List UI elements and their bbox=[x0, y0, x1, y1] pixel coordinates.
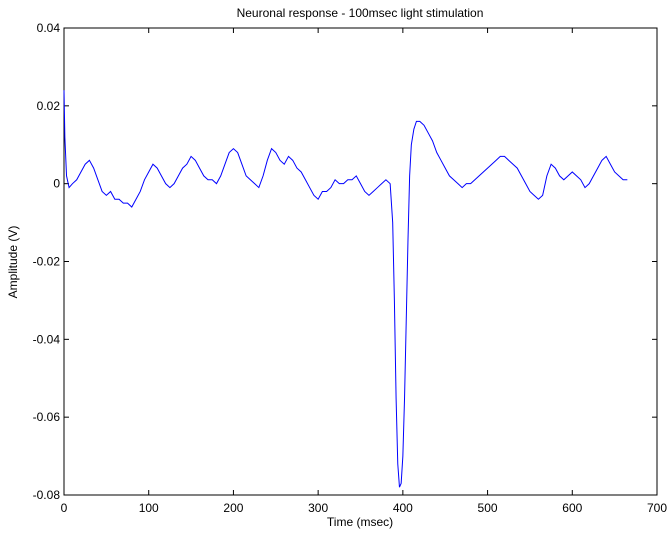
y-tick-label: -0.04 bbox=[33, 332, 61, 346]
x-tick-label: 500 bbox=[478, 501, 498, 515]
y-tick-labels: -0.08 -0.06 -0.04 -0.02 0 0.02 0.04 bbox=[33, 21, 61, 502]
signal-line bbox=[63, 90, 628, 488]
x-tick-label: 600 bbox=[562, 501, 582, 515]
x-axis-label: Time (msec) bbox=[327, 515, 393, 529]
y-tick-label: -0.02 bbox=[33, 255, 61, 269]
x-tick-label: 0 bbox=[61, 501, 68, 515]
x-tick-label: 700 bbox=[647, 501, 667, 515]
y-tick-label: -0.06 bbox=[33, 410, 61, 424]
y-tick-label: -0.08 bbox=[33, 488, 61, 502]
y-tick-label: 0.02 bbox=[37, 99, 61, 113]
x-tick-labels: 0 100 200 300 400 500 600 700 bbox=[61, 501, 668, 515]
y-tick-label: 0 bbox=[53, 177, 60, 191]
y-axis-label: Amplitude (V) bbox=[6, 226, 20, 299]
x-tick-label: 100 bbox=[139, 501, 159, 515]
axis-ticks bbox=[63, 27, 658, 496]
plot-area bbox=[63, 27, 658, 496]
x-tick-label: 400 bbox=[393, 501, 413, 515]
x-tick-label: 300 bbox=[308, 501, 328, 515]
x-tick-label: 200 bbox=[223, 501, 243, 515]
chart-title: Neuronal response - 100msec light stimul… bbox=[237, 6, 484, 20]
y-tick-label: 0.04 bbox=[37, 21, 61, 35]
